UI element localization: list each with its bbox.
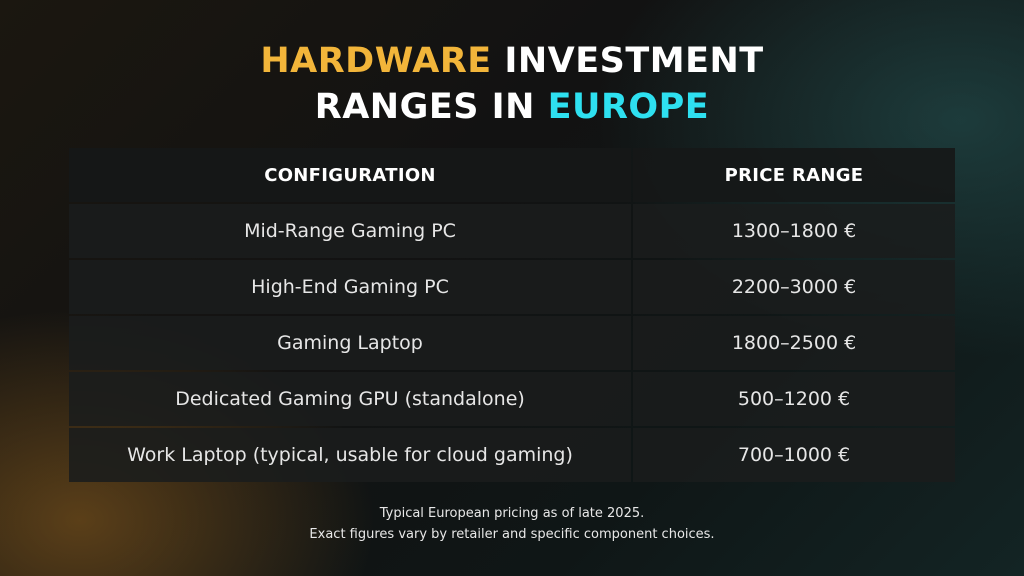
table-row: Dedicated Gaming GPU (standalone) 500–12… xyxy=(69,372,955,426)
pricing-table: CONFIGURATION PRICE RANGE Mid-Range Gami… xyxy=(69,148,955,484)
title-line-1: HARDWARE INVESTMENT xyxy=(0,38,1024,84)
title-text-ranges: RANGES IN xyxy=(314,87,548,127)
column-header-configuration: CONFIGURATION xyxy=(69,148,631,202)
configuration-cell: High-End Gaming PC xyxy=(69,260,631,314)
table-header-row: CONFIGURATION PRICE RANGE xyxy=(69,148,955,202)
table-row: Gaming Laptop 1800–2500 € xyxy=(69,316,955,370)
table-row: Work Laptop (typical, usable for cloud g… xyxy=(69,428,955,482)
table-row: Mid-Range Gaming PC 1300–1800 € xyxy=(69,204,955,258)
table-row: High-End Gaming PC 2200–3000 € xyxy=(69,260,955,314)
configuration-cell: Work Laptop (typical, usable for cloud g… xyxy=(69,428,631,482)
title-line-2: RANGES IN EUROPE xyxy=(0,84,1024,130)
price-cell: 1300–1800 € xyxy=(633,204,955,258)
price-cell: 2200–3000 € xyxy=(633,260,955,314)
column-header-price-range: PRICE RANGE xyxy=(633,148,955,202)
price-cell: 500–1200 € xyxy=(633,372,955,426)
price-cell: 1800–2500 € xyxy=(633,316,955,370)
footnote: Typical European pricing as of late 2025… xyxy=(0,503,1024,545)
title-highlight-europe: EUROPE xyxy=(547,87,710,127)
price-cell: 700–1000 € xyxy=(633,428,955,482)
page-title: HARDWARE INVESTMENT RANGES IN EUROPE xyxy=(0,38,1024,130)
title-highlight-hardware: HARDWARE xyxy=(260,41,492,81)
footnote-line-1: Typical European pricing as of late 2025… xyxy=(379,506,645,521)
configuration-cell: Mid-Range Gaming PC xyxy=(69,204,631,258)
title-text-investment: INVESTMENT xyxy=(491,41,764,81)
footnote-line-2: Exact figures vary by retailer and speci… xyxy=(309,527,715,542)
configuration-cell: Dedicated Gaming GPU (standalone) xyxy=(69,372,631,426)
configuration-cell: Gaming Laptop xyxy=(69,316,631,370)
